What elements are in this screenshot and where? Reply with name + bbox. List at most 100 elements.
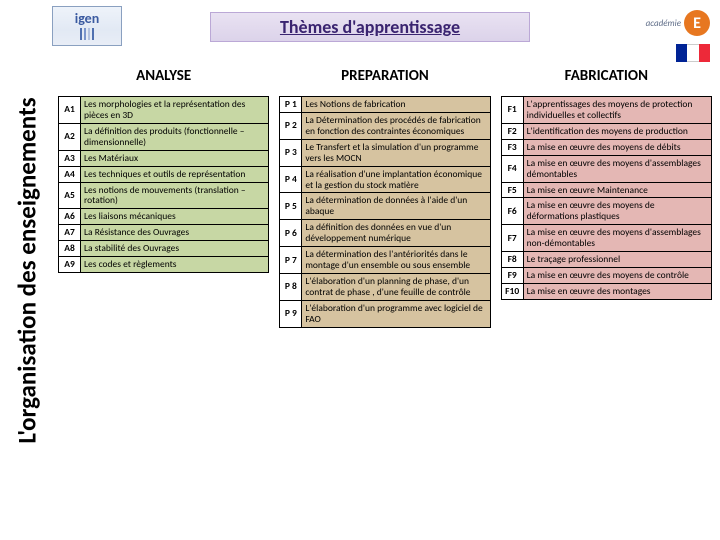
column-analyse: ANALYSE A1Les morphologies et la représe… [58,60,269,530]
table-row: A8La stabilité des Ouvrages [59,241,269,257]
row-text: Les codes et règlements [81,257,269,273]
row-text: La mise en œuvre des moyens de contrôle [523,268,711,284]
row-text: La mise en œuvre des moyens d'assemblage… [523,225,711,252]
table-row: A4Les techniques et outils de représenta… [59,166,269,182]
logo-igen: igen [52,6,122,46]
sidebar-title: L'organisation des enseignements [6,0,48,540]
row-text: Les Matériaux [81,150,269,166]
table-row: F9La mise en œuvre des moyens de contrôl… [501,268,711,284]
table-row: A9Les codes et règlements [59,257,269,273]
table-row: F4La mise en œuvre des moyens d'assembla… [501,155,711,182]
row-code: A5 [59,182,81,209]
row-text: L'élaboration d'un planning de phase, d'… [302,273,490,300]
row-text: La stabilité des Ouvrages [81,241,269,257]
table-row: P 5La détermination de données à l'aide … [280,193,490,220]
row-code: F3 [501,139,523,155]
table-row: P 3Le Transfert et la simulation d'un pr… [280,139,490,166]
table-row: A5Les notions de mouvements (translation… [59,182,269,209]
row-text: L'apprentissages des moyens de protectio… [523,97,711,124]
row-code: P 2 [280,112,302,139]
table-row: A6Les liaisons mécaniques [59,209,269,225]
row-code: F9 [501,268,523,284]
column-preparation: PREPARATION P 1Les Notions de fabricatio… [279,60,490,530]
row-code: A7 [59,225,81,241]
row-text: La définition des données en vue d'un dé… [302,220,490,247]
columns-container: ANALYSE A1Les morphologies et la représe… [58,60,712,530]
row-text: Les techniques et outils de représentati… [81,166,269,182]
row-code: F4 [501,155,523,182]
table-row: A3Les Matériaux [59,150,269,166]
table-row: A7La Résistance des Ouvrages [59,225,269,241]
row-text: L'identification des moyens de productio… [523,123,711,139]
row-code: P 7 [280,247,302,274]
row-code: P 6 [280,220,302,247]
row-text: La mise en œuvre des montages [523,283,711,299]
row-code: F2 [501,123,523,139]
row-code: A4 [59,166,81,182]
row-code: P 1 [280,97,302,113]
logo-academie: académie E [638,4,710,42]
row-code: F8 [501,252,523,268]
row-text: Le Transfert et la simulation d'un progr… [302,139,490,166]
table-row: A2La définition des produits (fonctionne… [59,123,269,150]
table-row: P 9L'élaboration d'un programme avec log… [280,300,490,327]
table-row: F2L'identification des moyens de product… [501,123,711,139]
row-code: A9 [59,257,81,273]
column-fabrication: FABRICATION F1L'apprentissages des moyen… [501,60,712,530]
table-row: F6La mise en œuvre des moyens de déforma… [501,198,711,225]
row-code: P 3 [280,139,302,166]
row-text: Les morphologies et la représentation de… [81,97,269,124]
table-row: F5La mise en œuvre Maintenance [501,182,711,198]
row-code: P 9 [280,300,302,327]
main-title-banner: Thèmes d'apprentissage [210,12,530,42]
row-code: A8 [59,241,81,257]
row-text: Les liaisons mécaniques [81,209,269,225]
table-row: P 8L'élaboration d'un planning de phase,… [280,273,490,300]
row-code: A3 [59,150,81,166]
row-code: F1 [501,97,523,124]
row-text: La mise en œuvre Maintenance [523,182,711,198]
row-code: F5 [501,182,523,198]
row-text: La mise en œuvre des moyens de déformati… [523,198,711,225]
row-text: Les Notions de fabrication [302,97,490,113]
row-code: F7 [501,225,523,252]
row-code: A1 [59,97,81,124]
row-text: Les notions de mouvements (translation –… [81,182,269,209]
main-title: Thèmes d'apprentissage [280,16,460,38]
sidebar-title-text: L'organisation des enseignements [12,97,43,443]
table-row: P 6La définition des données en vue d'un… [280,220,490,247]
row-text: La Résistance des Ouvrages [81,225,269,241]
row-text: La réalisation d'une implantation économ… [302,166,490,193]
table-row: F8Le traçage professionnel [501,252,711,268]
row-code: A2 [59,123,81,150]
table-row: F10La mise en œuvre des montages [501,283,711,299]
row-text: L'élaboration d'un programme avec logici… [302,300,490,327]
row-text: La mise en œuvre des moyens d'assemblage… [523,155,711,182]
table-row: P 1Les Notions de fabrication [280,97,490,113]
table-row: P 2La Détermination des procédés de fabr… [280,112,490,139]
table-fabrication: F1L'apprentissages des moyens de protect… [501,96,712,300]
column-header-preparation: PREPARATION [279,60,490,92]
row-text: La détermination des l'antériorités dans… [302,247,490,274]
table-row: F1L'apprentissages des moyens de protect… [501,97,711,124]
column-header-analyse: ANALYSE [58,60,269,92]
table-row: F3La mise en œuvre des moyens de débits [501,139,711,155]
table-row: F7La mise en œuvre des moyens d'assembla… [501,225,711,252]
row-text: La mise en œuvre des moyens de débits [523,139,711,155]
row-code: F6 [501,198,523,225]
table-analyse: A1Les morphologies et la représentation … [58,96,269,273]
row-text: La Détermination des procédés de fabrica… [302,112,490,139]
table-row: P 4La réalisation d'une implantation éco… [280,166,490,193]
row-code: A6 [59,209,81,225]
logo-igen-text: igen [75,12,100,26]
academie-label: académie [646,18,681,29]
table-row: P 7La détermination des l'antériorités d… [280,247,490,274]
row-text: Le traçage professionnel [523,252,711,268]
row-text: La détermination de données à l'aide d'u… [302,193,490,220]
row-code: P 4 [280,166,302,193]
row-code: F10 [501,283,523,299]
e-badge-icon: E [684,10,710,36]
table-row: A1Les morphologies et la représentation … [59,97,269,124]
row-text: La définition des produits (fonctionnell… [81,123,269,150]
row-code: P 5 [280,193,302,220]
